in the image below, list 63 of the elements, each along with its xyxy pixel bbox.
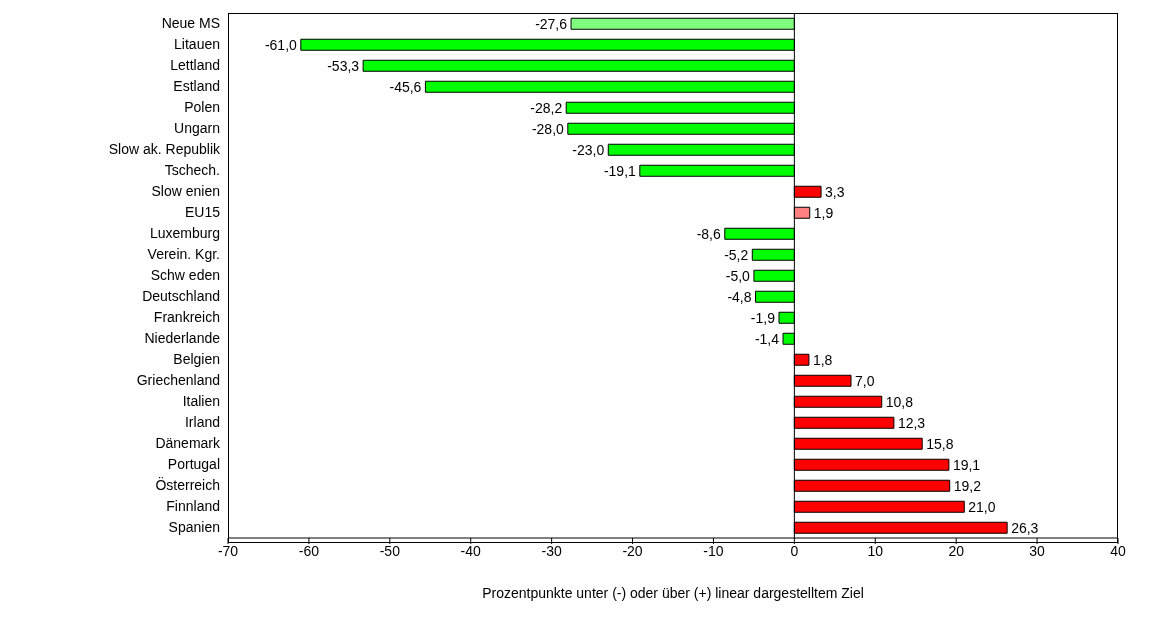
x-tick-label: 30 — [1029, 542, 1046, 559]
y-tick-label: Niederlande — [144, 330, 221, 347]
data-label: -27,6 — [535, 15, 568, 32]
y-tick-label: Neue MS — [161, 15, 220, 32]
y-tick-label: Portugal — [167, 456, 220, 473]
y-tick-label: Schw eden — [150, 267, 220, 284]
y-tick-label: Irland — [184, 414, 220, 431]
x-tick-label: -20 — [622, 542, 643, 559]
y-tick-label: Estland — [173, 78, 220, 95]
y-tick-label: Slow ak. Republik — [108, 141, 221, 158]
x-tick-label: -10 — [703, 542, 724, 559]
data-label: 10,8 — [885, 393, 914, 410]
data-label: -8,6 — [696, 225, 721, 242]
data-label: -1,4 — [754, 330, 780, 347]
y-tick-label: Tschech. — [164, 162, 220, 179]
data-label: -53,3 — [327, 57, 360, 74]
y-tick-label: Finnland — [166, 498, 220, 515]
data-label: -19,1 — [603, 162, 637, 179]
data-label: 19,1 — [952, 456, 981, 473]
data-label: 21,0 — [968, 498, 996, 515]
data-label: 26,3 — [1011, 519, 1039, 536]
y-tick-label: Italien — [182, 393, 220, 410]
y-tick-label: Griechenland — [136, 372, 220, 389]
y-tick-label: Belgien — [173, 351, 220, 368]
x-tick-label: 20 — [948, 542, 965, 559]
data-label: -5,2 — [724, 246, 749, 263]
y-tick-label: Litauen — [174, 36, 220, 53]
data-label: -1,9 — [750, 309, 776, 326]
y-tick-label: Ungarn — [174, 120, 220, 137]
x-tick-label: -30 — [541, 542, 562, 559]
data-label: 7,0 — [855, 372, 875, 389]
y-tick-label: Frankreich — [153, 309, 220, 326]
y-tick-label: Polen — [184, 99, 220, 116]
data-label: -28,2 — [530, 99, 563, 116]
x-axis-title: Prozentpunkte unter (-) oder über (+) linear dargestelltem Ziel — [482, 585, 864, 601]
y-tick-label: Dänemark — [155, 435, 221, 452]
data-label: -28,0 — [531, 120, 565, 137]
y-tick-label: Verein. Kgr. — [147, 246, 220, 263]
x-tick-label: -70 — [217, 542, 239, 559]
data-label: 3,3 — [825, 183, 845, 200]
y-tick-label: Luxemburg — [149, 225, 220, 242]
y-tick-label: EU15 — [184, 204, 221, 221]
x-tick-label: 40 — [1110, 542, 1126, 559]
y-tick-label: Slow enien — [151, 183, 220, 200]
x-tick-label: -60 — [298, 542, 320, 559]
x-tick-label: 10 — [867, 542, 884, 559]
data-label: 1,9 — [813, 204, 834, 221]
y-tick-label: Österreich — [155, 476, 220, 494]
data-label: -4,8 — [727, 288, 752, 305]
data-label: 15,8 — [926, 435, 954, 452]
data-label: -23,0 — [572, 141, 605, 158]
data-label: -61,0 — [264, 36, 298, 53]
data-label: -5,0 — [725, 267, 751, 284]
data-label: 1,8 — [812, 351, 833, 368]
x-tick-label: -50 — [379, 542, 401, 559]
data-label: 12,3 — [897, 414, 926, 431]
y-tick-label: Lettland — [170, 57, 220, 74]
data-label: -45,6 — [389, 78, 422, 95]
y-tick-label: Spanien — [168, 519, 220, 536]
data-label: 19,2 — [953, 477, 982, 494]
x-tick-label: -40 — [460, 542, 482, 559]
x-tick-label: 0 — [790, 542, 799, 559]
y-tick-label: Deutschland — [142, 288, 220, 305]
